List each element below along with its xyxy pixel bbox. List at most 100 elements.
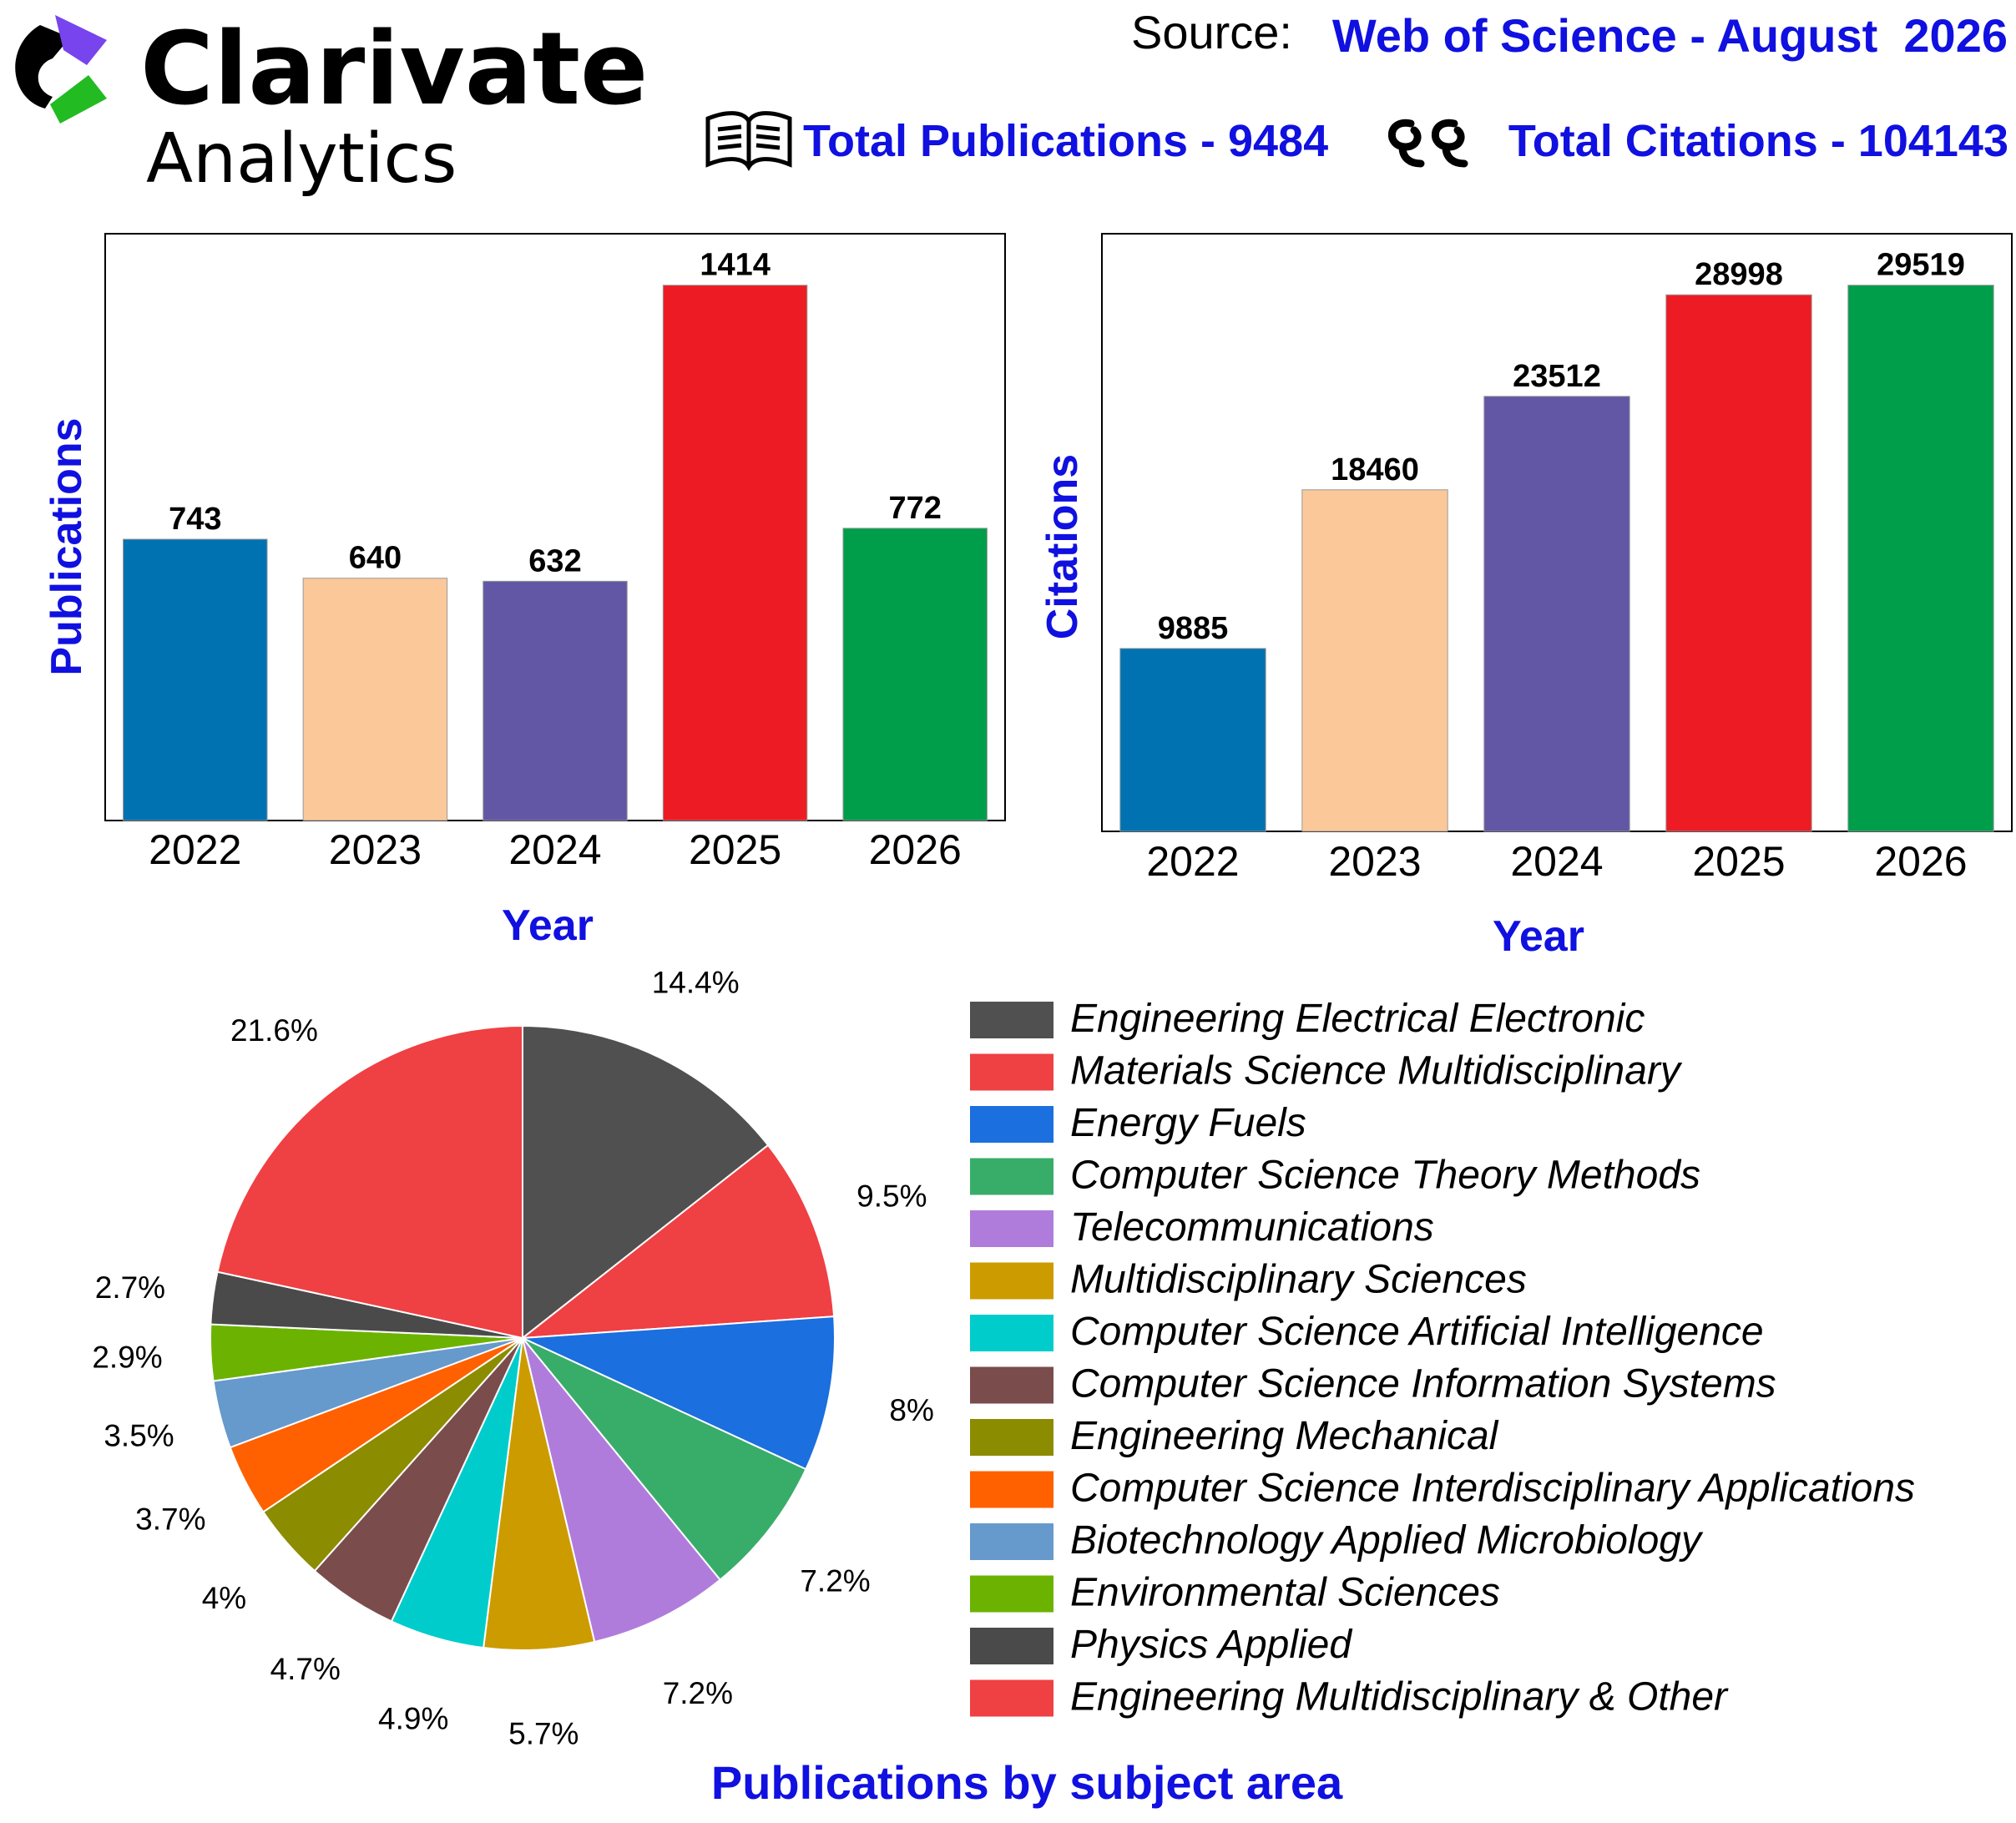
source-label: Source: (1131, 6, 1292, 58)
clarivate-logo: Clarivate Analytics (15, 12, 648, 199)
cit-bar-2024 (1483, 396, 1630, 832)
pie-percent-label-1: 9.5% (856, 1179, 927, 1214)
legend-swatch-12 (970, 1628, 1053, 1664)
legend-item: Materials Science Multidisciplinary (970, 1049, 1683, 1093)
pub-x-tick-2023: 2023 (329, 826, 422, 873)
legend-item: Engineering Electrical Electronic (970, 997, 1645, 1041)
legend-item: Computer Science Artificial Intelligence (970, 1310, 1764, 1354)
cit-x-tick-2026: 2026 (1874, 838, 1967, 885)
cit-value-label-2023: 18460 (1331, 452, 1419, 487)
logo-mark-black (15, 25, 70, 109)
publications-bars (123, 285, 988, 821)
citations-y-axis-label: Citations (1038, 454, 1087, 639)
pub-value-label-2022: 743 (169, 502, 221, 537)
pie-percent-label-8: 4% (202, 1581, 246, 1615)
pie-percent-label-13: 21.6% (230, 1013, 318, 1048)
pie-percent-label-9: 3.7% (135, 1502, 205, 1537)
legend-label-9: Computer Science Interdisciplinary Appli… (1070, 1467, 1915, 1511)
total-publications: Total Publications - 9484 (803, 116, 1328, 166)
legend-swatch-0 (970, 1002, 1053, 1038)
publications-x-ticks: 2022 2023 2024 2025 2026 (149, 826, 962, 873)
citations-x-ticks: 2022 2023 2024 2025 2026 (1146, 838, 1967, 885)
legend-label-8: Engineering Mechanical (1070, 1414, 1499, 1458)
legend-item: Physics Applied (970, 1623, 1352, 1667)
legend-item: Computer Science Information Systems (970, 1362, 1776, 1406)
citations-bars (1119, 285, 1994, 832)
legend-item: Engineering Multidisciplinary & Other (970, 1675, 1729, 1719)
publications-y-axis-label: Publications (43, 417, 91, 675)
pub-value-label-2025: 1414 (700, 248, 771, 283)
pub-value-label-2026: 772 (888, 491, 941, 526)
pie-percent-label-5: 5.7% (508, 1716, 579, 1750)
pub-x-tick-2022: 2022 (149, 826, 241, 873)
cit-x-tick-2022: 2022 (1146, 838, 1239, 885)
legend-item: Engineering Mechanical (970, 1414, 1499, 1458)
legend-item: Computer Science Theory Methods (970, 1154, 1700, 1198)
brand-name: Clarivate (140, 12, 648, 128)
pie-percent-label-3: 7.2% (800, 1564, 870, 1598)
cit-value-label-2024: 23512 (1513, 359, 1601, 394)
cit-value-label-2026: 29519 (1877, 248, 1965, 283)
legend-label-7: Computer Science Information Systems (1070, 1362, 1776, 1406)
pub-x-tick-2025: 2025 (689, 826, 781, 873)
pie-percent-label-2: 8% (889, 1393, 933, 1427)
logo-mark-green (50, 75, 107, 124)
pie-chart-title: Publications by subject area (711, 1756, 1343, 1809)
legend-swatch-5 (970, 1262, 1053, 1300)
pub-x-tick-2026: 2026 (869, 826, 962, 873)
legend-swatch-2 (970, 1106, 1053, 1143)
cit-bar-2026 (1847, 285, 1994, 832)
legend-swatch-1 (970, 1053, 1053, 1091)
book-icon (705, 111, 792, 171)
legend-swatch-13 (970, 1679, 1053, 1717)
legend-item: Biotechnology Applied Microbiology (970, 1518, 1704, 1563)
pie-percent-label-4: 7.2% (663, 1676, 733, 1710)
pie-percent-label-0: 14.4% (652, 966, 740, 1000)
pub-bar-2023 (302, 578, 448, 821)
pub-value-label-2023: 640 (349, 541, 402, 576)
publications-chart: 743 640 632 1414 772 2022 2023 2024 2025 2026 Ye… (43, 233, 1006, 950)
pie-slices (210, 1024, 836, 1651)
legend-swatch-4 (970, 1210, 1053, 1247)
legend-label-4: Telecommunications (1070, 1205, 1434, 1250)
cit-x-tick-2023: 2023 (1328, 838, 1421, 885)
cit-x-tick-2024: 2024 (1510, 838, 1603, 885)
cit-value-label-2025: 28998 (1695, 257, 1783, 292)
legend-swatch-9 (970, 1471, 1053, 1508)
legend-item: Multidisciplinary Sciences (970, 1258, 1527, 1302)
cit-value-label-2022: 9885 (1158, 611, 1229, 646)
pub-bar-2026 (842, 528, 988, 821)
total-citations: Total Citations - 104143 (1508, 116, 2008, 166)
legend-item: Telecommunications (970, 1205, 1434, 1250)
pie-percent-labels: 14.4% 9.5% 8% 7.2% 7.2% 5.7% 4.9% 4.7% 4% 3.7% 3.5… (92, 966, 934, 1751)
legend-label-2: Energy Fuels (1070, 1101, 1306, 1145)
subject-area-pie-chart: 14.4% 9.5% 8% 7.2% 7.2% 5.7% 4.9% 4.7% 4% 3.7% 3.5… (92, 966, 1915, 1809)
legend-label-5: Multidisciplinary Sciences (1070, 1258, 1527, 1302)
legend-label-11: Environmental Sciences (1070, 1571, 1500, 1615)
pie-slice-0 (522, 1024, 770, 1341)
legend-item: Environmental Sciences (970, 1571, 1500, 1615)
legend-label-13: Engineering Multidisciplinary & Other (1070, 1675, 1729, 1719)
legend-label-3: Computer Science Theory Methods (1070, 1154, 1700, 1198)
publications-x-axis-label: Year (502, 901, 594, 950)
pie-slice-1 (519, 1144, 836, 1340)
quote-icon (1388, 119, 1468, 168)
pie-slice-13 (216, 1024, 523, 1340)
cit-bar-2023 (1301, 489, 1448, 832)
pie-slice-2 (522, 1315, 836, 1471)
pie-percent-label-12: 2.7% (95, 1270, 165, 1305)
legend-swatch-6 (970, 1315, 1053, 1351)
pub-x-tick-2024: 2024 (508, 826, 601, 873)
pie-percent-label-7: 4.7% (270, 1652, 341, 1686)
cit-bar-2022 (1119, 648, 1266, 832)
legend-item: Energy Fuels (970, 1101, 1306, 1145)
pie-legend: Engineering Electrical Electronic Materia… (970, 997, 1915, 1719)
pie-percent-label-6: 4.9% (378, 1702, 448, 1736)
pie-slice-4 (522, 1337, 721, 1644)
cit-bar-2025 (1665, 294, 1812, 832)
legend-swatch-10 (970, 1523, 1053, 1560)
publications-value-labels: 743 640 632 1414 772 (169, 248, 942, 579)
pie-slice-3 (522, 1337, 807, 1582)
pub-value-label-2024: 632 (528, 543, 581, 578)
pub-bar-2025 (662, 285, 808, 821)
